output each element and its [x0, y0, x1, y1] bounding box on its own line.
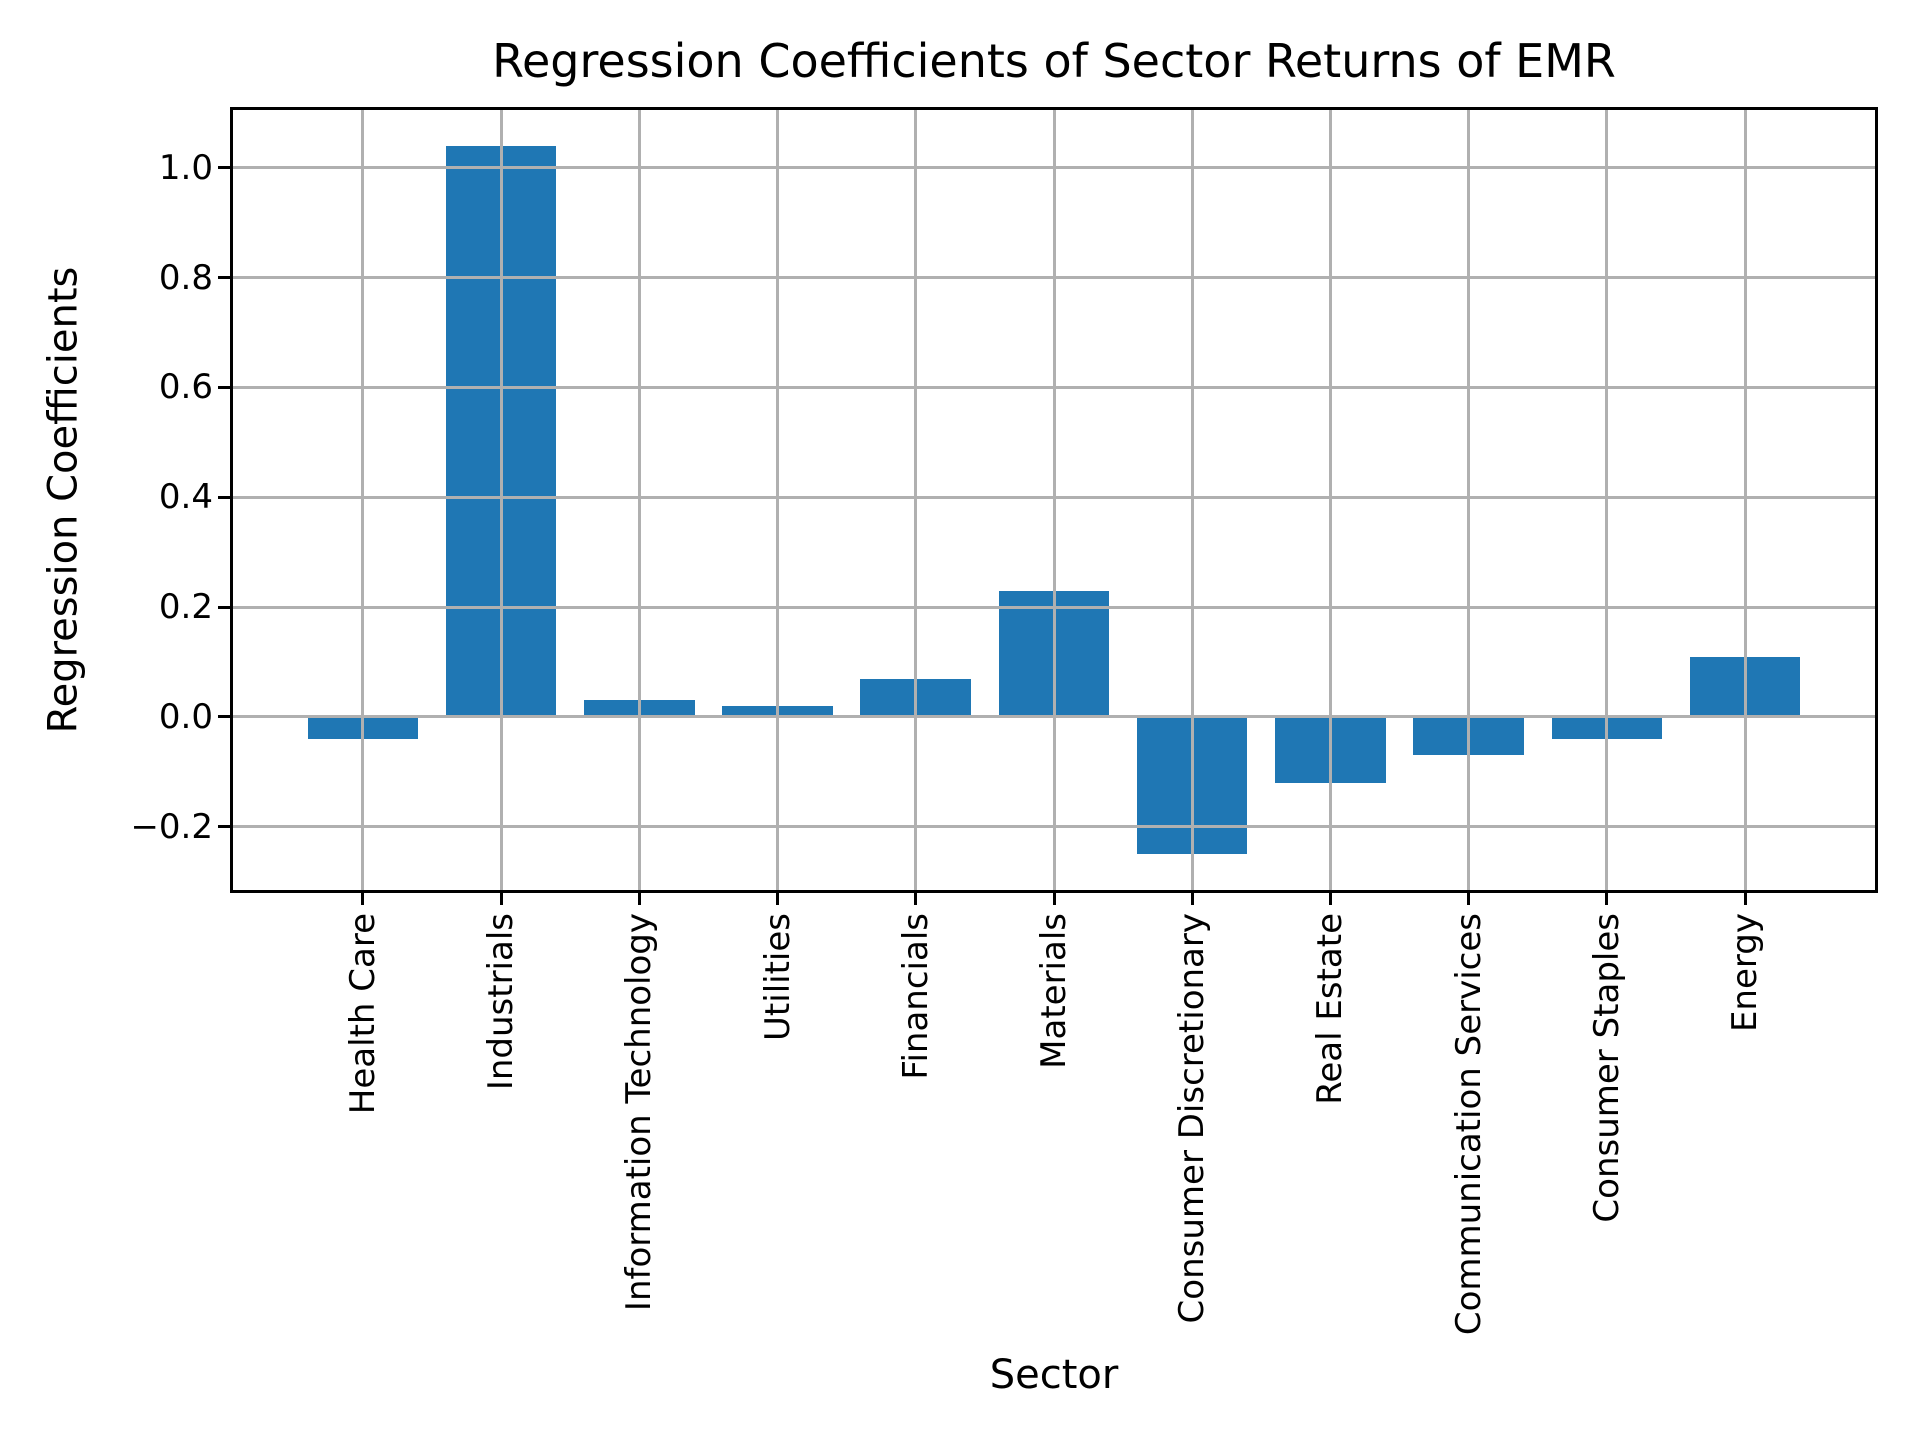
gridline-horizontal — [233, 715, 1875, 719]
gridline-horizontal — [233, 385, 1875, 389]
x-tick — [1052, 893, 1056, 905]
y-axis-label: Regression Coefficients — [40, 266, 86, 734]
gridline-horizontal — [233, 605, 1875, 609]
y-tick — [218, 825, 230, 829]
gridline-vertical — [1328, 110, 1332, 890]
x-tick-label-materials: Materials — [1034, 913, 1074, 1069]
x-tick — [1328, 893, 1332, 905]
gridline-vertical — [1052, 110, 1056, 890]
x-tick-label-communication-services: Communication Services — [1448, 913, 1489, 1336]
chart-title: Regression Coefficients of Sector Return… — [492, 34, 1616, 88]
x-tick — [1605, 893, 1609, 905]
y-tick — [218, 166, 230, 170]
y-tick-label: 0.0 — [158, 696, 213, 737]
x-tick — [637, 893, 641, 905]
x-tick — [914, 893, 918, 905]
gridline-vertical — [1605, 110, 1609, 890]
x-tick — [499, 893, 503, 905]
x-tick-label-information-technology: Information Technology — [619, 913, 660, 1312]
gridline-vertical — [1743, 110, 1747, 890]
y-tick-label: 0.6 — [158, 367, 213, 408]
gridline-vertical — [776, 110, 780, 890]
gridline-horizontal — [233, 495, 1875, 499]
y-tick — [218, 715, 230, 719]
y-tick-label: 1.0 — [158, 147, 213, 188]
x-tick — [1743, 893, 1747, 905]
x-tick-label-consumer-staples: Consumer Staples — [1586, 913, 1627, 1223]
gridline-vertical — [361, 110, 365, 890]
x-tick-label-financials: Financials — [895, 913, 936, 1080]
x-tick — [776, 893, 780, 905]
y-tick-label: 0.2 — [158, 587, 213, 628]
gridline-horizontal — [233, 166, 1875, 170]
gridline-vertical — [914, 110, 918, 890]
gridline-horizontal — [233, 825, 1875, 829]
x-tick-label-energy: Energy — [1725, 913, 1766, 1033]
y-tick-label: −0.2 — [130, 806, 213, 847]
gridline-vertical — [499, 110, 503, 890]
y-tick — [218, 495, 230, 499]
x-tick-label-health-care: Health Care — [342, 913, 383, 1115]
y-tick-label: 0.8 — [158, 257, 213, 298]
x-tick-label-consumer-discretionary: Consumer Discretionary — [1172, 913, 1213, 1324]
y-tick-label: 0.4 — [158, 477, 213, 518]
y-axis-label-box: Regression Coefficients — [28, 110, 98, 890]
y-tick — [218, 276, 230, 280]
x-tick — [1190, 893, 1194, 905]
y-tick — [218, 605, 230, 609]
x-tick — [1467, 893, 1471, 905]
x-tick-label-industrials: Industrials — [481, 913, 522, 1091]
gridline-vertical — [1467, 110, 1471, 890]
x-tick-label-utilities: Utilities — [757, 913, 798, 1041]
y-tick — [218, 385, 230, 389]
x-axis-label: Sector — [989, 1352, 1119, 1398]
x-tick — [361, 893, 365, 905]
gridline-vertical — [637, 110, 641, 890]
x-tick-label-real-estate: Real Estate — [1310, 913, 1351, 1105]
gridline-vertical — [1190, 110, 1194, 890]
gridline-horizontal — [233, 276, 1875, 280]
